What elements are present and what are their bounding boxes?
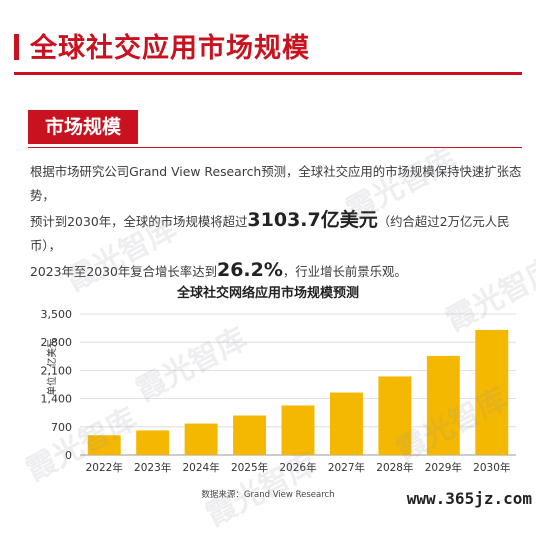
cagr-highlight: 26.2% [216,259,283,281]
y-tick-label: 2,800 [41,336,73,349]
bar [281,405,315,455]
y-tick-label: 2,100 [41,364,73,377]
bar [329,392,363,455]
bar [475,329,509,455]
y-tick-label: 700 [51,421,72,434]
title-bar: 全球社交应用市场规模 [0,0,536,92]
bar [184,423,218,455]
page-title: 全球社交应用市场规模 [30,33,310,64]
x-tick-label: 2027年 [328,461,365,474]
bar-chart: 0 700 1,400 2,100 2,800 3,500 2022年 2023年 2024年 2… [41,308,516,474]
x-tick-label: 2025年 [231,461,268,474]
bar [87,435,121,455]
para-text: 预计到2030年，全球的市场规模将超过 [30,214,248,229]
site-url-tag: www.365jz.com [406,489,532,508]
y-tick-label: 1,400 [41,393,73,406]
bar [233,415,267,455]
x-tick-label: 2024年 [182,461,219,474]
intro-paragraph: 根据市场研究公司Grand View Research预测，全球社交应用的市场规… [30,160,530,284]
para-text: ，行业增长前景乐观。 [282,264,407,279]
chart-title: 全球社交网络应用市场规模预测 [176,286,359,301]
para-line-3: 2023年至2030年复合增长率达到26.2%，行业增长前景乐观。 [30,258,530,284]
section-tag: 市场规模 [28,110,138,144]
para-text: （约合超过2万亿元人民币）， [30,214,510,253]
x-tick-label: 2029年 [425,461,462,474]
x-tick-label: 2030年 [473,461,510,474]
bar [136,430,170,455]
y-tick-label: 0 [65,449,72,462]
x-tick-label: 2026年 [279,461,316,474]
y-tick-label: 3,500 [41,308,73,321]
x-tick-label: 2023年 [134,461,171,474]
para-text: 2023年至2030年复合增长率达到 [30,264,217,279]
para-line-1: 根据市场研究公司Grand View Research预测，全球社交应用的市场规… [30,160,530,208]
x-tick-label: 2022年 [86,461,123,474]
section-rule [28,147,522,148]
title-accent-bar [14,34,19,60]
chart-source: 数据来源：Grand View Research [201,490,335,500]
para-text: 根据市场研究公司Grand View Research预测，全球社交应用的市场规… [30,164,522,203]
x-tick-label: 2028年 [376,461,413,474]
title-rule [14,72,522,75]
market-size-highlight: 3103.7亿美元 [247,209,378,231]
bar [378,376,412,455]
bar [426,355,460,455]
para-line-2: 预计到2030年，全球的市场规模将超过3103.7亿美元（约合超过2万亿元人民币… [30,208,530,258]
